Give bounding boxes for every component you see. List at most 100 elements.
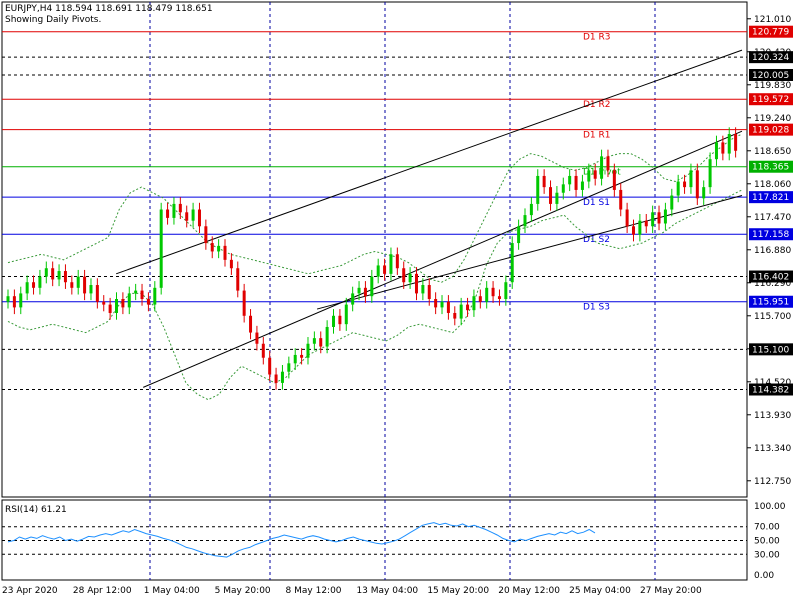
price-axis-label: 117.470 [754,213,791,223]
candle-body [274,374,278,383]
candle-body [185,212,189,221]
dashed-level-label: 120.324 [752,53,789,63]
candle-body [727,134,731,154]
candle-body [268,357,272,375]
candle-body [70,282,74,288]
candle-body [638,220,642,235]
candle-body [300,354,304,358]
candle-body [663,209,667,224]
price-axis-label: 114.520 [754,378,791,388]
time-axis-label: 25 May 04:00 [569,586,631,596]
time-axis-label: 1 May 04:00 [144,586,200,596]
candle-body [280,371,284,383]
candle-body [178,203,182,213]
candle-body [657,212,661,224]
candle-body [325,326,329,347]
pivot-level-value: 117.158 [752,230,789,240]
candle-body [472,296,476,311]
candle-body [63,271,67,283]
candle-body [338,315,342,325]
candle-body [670,195,674,210]
price-axis-label: 119.830 [754,81,791,91]
candle-body [166,209,170,218]
channel-trend-line [316,195,743,310]
channel-trend-line [116,49,743,275]
candle-body [217,245,221,252]
time-axis-label: 13 May 04:00 [356,586,418,596]
candle-body [408,273,412,283]
time-axis-label: 27 May 20:00 [640,586,702,596]
candle-body [146,299,150,305]
candle-body [491,287,495,297]
candle-body [600,156,604,179]
candle-body [434,299,438,308]
time-axis-label: 15 May 20:00 [427,586,489,596]
lower-band-line [7,189,743,401]
dashed-level-tag [749,343,793,356]
price-axis-label: 113.930 [754,411,791,421]
dashed-level-tag [749,270,793,283]
candle-body [115,299,119,313]
candle-body [191,209,195,221]
candle-body [44,268,48,277]
candle-body [459,304,463,319]
candle-body [631,226,635,235]
candle-body [555,192,559,204]
pivot-level-name: D1 S2 [583,235,610,245]
candle-body [485,287,489,302]
pivot-level-tag [749,25,793,38]
pivot-level-name: D1 R2 [583,100,611,110]
candle-body [242,290,246,316]
time-axis-label: 5 May 20:00 [215,586,271,596]
candle-body [319,338,323,347]
candle-body [446,301,450,313]
candle-body [606,156,610,171]
candle-body [721,142,725,154]
time-axis-label: 20 May 12:00 [498,586,560,596]
candle-body [287,363,291,372]
candle-body [229,259,233,269]
pivot-level-name: D1 R1 [583,131,611,141]
pivot-level-tag [749,160,793,173]
candle-body [197,209,201,227]
candle-body [25,282,29,294]
pivot-level-tag [749,191,793,204]
candle-body [440,301,444,308]
main-pane-frame [1,1,748,498]
candle-body [6,296,10,302]
pivot-level-tag [749,93,793,106]
candle-body [306,343,310,358]
price-axis-label: 118.060 [754,180,791,190]
price-axis-label: 121.010 [754,15,791,25]
candle-body [587,170,591,182]
channel-trend-line [143,130,743,388]
candle-body [108,304,112,313]
dashed-level-tag [749,68,793,81]
pivot-level-value: 119.028 [752,126,789,136]
candle-body [625,209,629,227]
candle-body [102,301,106,305]
candle-body [351,293,355,305]
candle-body [83,276,87,294]
candle-body [708,159,712,188]
candle-body [344,304,348,325]
rsi-axis-label: 30.00 [754,550,780,560]
candle-body [549,187,553,204]
candle-body [76,276,80,288]
candle-body [363,287,367,297]
dashed-level-label: 120.005 [752,71,789,81]
candle-body [504,282,508,299]
candle-body [261,343,265,358]
candle-body [714,142,718,160]
price-axis-label: 113.340 [754,444,791,454]
dashed-level-tag [749,51,793,64]
candle-body [210,243,214,252]
rsi-axis-label: 100.00 [754,502,786,512]
candle-body [523,215,527,227]
candle-body [236,268,240,291]
candle-body [689,170,693,188]
pivot-level-value: 118.365 [752,163,789,173]
candle-body [134,290,138,294]
pivot-level-name: D1 S1 [583,198,610,208]
